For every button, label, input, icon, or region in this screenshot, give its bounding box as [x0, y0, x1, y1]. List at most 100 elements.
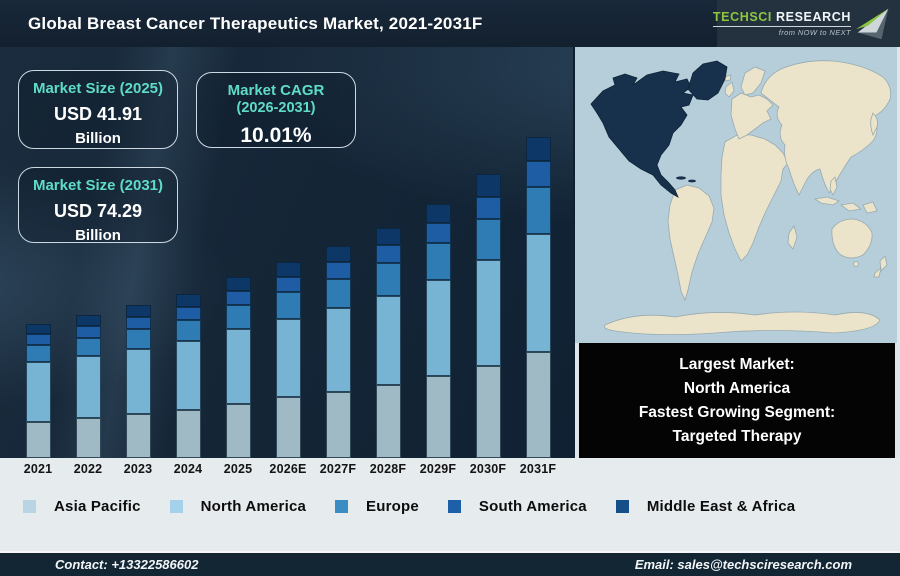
bottom-band: 2021 2022 2023 2024 2025 2026E 2027F 2028F 2029F…: [0, 458, 900, 551]
bar-segment-north-america: [426, 279, 451, 377]
map-indonesia: [813, 196, 840, 206]
info-box-value: USD 41.91: [53, 104, 143, 124]
bar-segment-europe: [326, 279, 351, 309]
bar-segment-north-america: [276, 318, 301, 398]
info-box-market-size-2025: Market Size (2025) USD 41.91 Billion: [18, 70, 178, 149]
map-asia: [760, 60, 892, 196]
bar-segment-asia-pacific: [126, 414, 151, 458]
logo-wordmark: TechSci Research: [712, 11, 851, 27]
bar-segment-south-america: [76, 326, 101, 338]
x-axis-label: 2031F: [519, 462, 557, 476]
bar-segment-south-america: [176, 306, 201, 320]
highlight-line: Fastest Growing Segment:: [638, 404, 836, 421]
bar-segment-north-america: [526, 233, 551, 352]
bar-segment-middle-east-africa: [276, 261, 301, 277]
bar-2023: [126, 305, 151, 458]
map-greenland: [687, 60, 728, 101]
bar-2024: [176, 294, 201, 458]
map-british-isles: [724, 81, 735, 98]
legend-label: Middle East & Africa: [646, 498, 796, 515]
bar-segment-middle-east-africa: [226, 276, 251, 291]
highlight-line: Largest Market:: [679, 356, 795, 373]
bar-segment-middle-east-africa: [76, 315, 101, 327]
x-axis-label: 2027F: [319, 462, 357, 476]
bar-segment-middle-east-africa: [376, 227, 401, 246]
map-indonesia-east: [840, 202, 862, 212]
bar-segment-asia-pacific: [76, 418, 101, 458]
bar-segment-south-america: [126, 316, 151, 330]
legend-label: South America: [478, 498, 587, 515]
map-caribbean: [676, 176, 686, 180]
right-panel: Largest Market: North America Fastest Gr…: [573, 47, 900, 458]
map-philippines: [829, 176, 838, 196]
bar-2031F: [526, 136, 551, 458]
logo-tagline: from NOW to NEXT: [778, 27, 851, 37]
bar-segment-middle-east-africa: [426, 203, 451, 224]
bar-segment-south-america: [526, 161, 551, 187]
legend-label: Europe: [366, 498, 419, 515]
bar-segment-asia-pacific: [376, 384, 401, 458]
header: Global Breast Cancer Therapeutics Market…: [0, 0, 900, 47]
bar-segment-middle-east-africa: [126, 305, 151, 317]
bar-chart: [0, 47, 573, 458]
bar-segment-europe: [26, 345, 51, 362]
info-box-market-size-2031: Market Size (2031) USD 74.29 Billion: [18, 167, 178, 244]
x-axis-label: 2021: [23, 462, 53, 476]
map-europe: [730, 92, 774, 140]
bar-segment-south-america: [26, 334, 51, 346]
info-box-subtitle: (2026-2031): [236, 100, 316, 116]
bar-segment-asia-pacific: [426, 376, 451, 458]
techsci-logo: TechSci Research from NOW to NEXT: [712, 0, 900, 47]
map-caribbean-2: [688, 179, 696, 183]
map-south-america: [667, 184, 715, 302]
map-africa: [720, 134, 789, 262]
bar-segment-asia-pacific: [276, 397, 301, 458]
map-new-guinea: [862, 201, 878, 214]
bar-segment-south-america: [476, 196, 501, 220]
bar-segment-asia-pacific: [26, 421, 51, 458]
bar-2028F: [376, 227, 401, 458]
bar-segment-europe: [426, 243, 451, 280]
bar-segment-europe: [276, 292, 301, 319]
info-box-value: USD 74.29: [53, 201, 143, 221]
bar-segment-middle-east-africa: [476, 174, 501, 197]
map-tasmania: [853, 261, 859, 267]
legend: Asia Pacific North America Europe South Ame…: [23, 498, 883, 515]
x-axis-label: 2024: [173, 462, 203, 476]
bar-2026E: [276, 261, 301, 458]
logo-arrow-icon: [856, 8, 889, 39]
info-box-market-cagr: Market CAGR (2026-2031) 10.01%: [196, 72, 356, 148]
map-scandinavia: [740, 66, 766, 96]
bar-segment-asia-pacific: [176, 410, 201, 458]
bar-segment-asia-pacific: [226, 403, 251, 458]
bar-segment-europe: [226, 305, 251, 330]
bar-segment-asia-pacific: [476, 365, 501, 458]
bar-segment-north-america: [326, 308, 351, 392]
legend-item-europe: Europe: [335, 498, 419, 515]
legend-swatch: [169, 500, 183, 513]
bar-2027F: [326, 246, 351, 458]
bar-segment-europe: [526, 186, 551, 234]
legend-label: North America: [200, 498, 307, 515]
info-box-value: 10.01%: [240, 124, 312, 148]
bar-2030F: [476, 174, 501, 458]
bar-segment-europe: [76, 337, 101, 356]
map-japan: [870, 112, 878, 136]
x-axis-label: 2029F: [419, 462, 457, 476]
x-axis-label: 2023: [123, 462, 153, 476]
legend-item-north-america: North America: [169, 498, 307, 515]
info-box-title: Market Size (2025): [32, 80, 164, 97]
info-box-unit: Billion: [75, 227, 121, 244]
bar-segment-north-america: [476, 260, 501, 366]
bar-segment-south-america: [276, 276, 301, 293]
bar-2025: [226, 276, 251, 458]
bar-segment-asia-pacific: [526, 352, 551, 458]
legend-swatch: [23, 500, 36, 513]
map-madagascar: [787, 225, 798, 250]
highlight-box: Largest Market: North America Fastest Gr…: [579, 343, 895, 458]
bar-segment-europe: [376, 263, 401, 296]
legend-swatch: [447, 500, 461, 513]
info-box-title: Market Size (2031): [32, 177, 164, 194]
x-axis-label: 2028F: [369, 462, 407, 476]
